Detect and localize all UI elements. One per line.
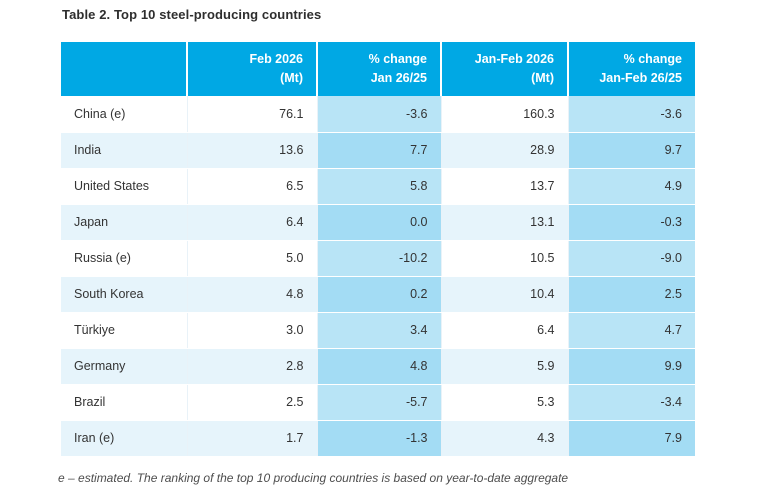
value-cell: 13.1 — [441, 204, 569, 241]
header-line: (Mt) — [280, 71, 303, 85]
value-cell: 6.4 — [187, 204, 318, 241]
header-line: Feb 2026 — [249, 51, 303, 66]
value-cell: -5.7 — [317, 384, 442, 421]
table-row: Iran (e) 1.7 -1.3 4.3 7.9 — [61, 420, 695, 456]
country-cell: United States — [61, 168, 188, 205]
header-line: % change — [623, 51, 682, 66]
value-cell: -3.6 — [317, 96, 442, 133]
value-cell: 1.7 — [187, 420, 318, 456]
value-cell: 4.7 — [568, 312, 695, 349]
header-feb-2026: Feb 2026 (Mt) — [187, 42, 318, 96]
value-cell: 28.9 — [441, 132, 569, 169]
value-cell: 6.4 — [441, 312, 569, 349]
value-cell: 4.8 — [317, 348, 442, 385]
header-line: Jan-Feb 2026 — [474, 51, 554, 66]
value-cell: -3.4 — [568, 384, 695, 421]
value-cell: -10.2 — [317, 240, 442, 277]
value-cell: -1.3 — [317, 420, 442, 456]
value-cell: 2.8 — [187, 348, 318, 385]
header-line: Jan 26/25 — [370, 71, 427, 85]
value-cell: 0.0 — [317, 204, 442, 241]
country-cell: Japan — [61, 204, 188, 241]
header-pct-change-jan: % change Jan 26/25 — [317, 42, 442, 96]
table-row: Brazil 2.5 -5.7 5.3 -3.4 — [61, 384, 695, 421]
value-cell: 9.7 — [568, 132, 695, 169]
table-row: China (e) 76.1 -3.6 160.3 -3.6 — [61, 96, 695, 133]
value-cell: -9.0 — [568, 240, 695, 277]
value-cell: 9.9 — [568, 348, 695, 385]
value-cell: 5.0 — [187, 240, 318, 277]
table-row: Türkiye 3.0 3.4 6.4 4.7 — [61, 312, 695, 349]
value-cell: 2.5 — [568, 276, 695, 313]
value-cell: 3.0 — [187, 312, 318, 349]
table-body: China (e) 76.1 -3.6 160.3 -3.6 India 13.6 7.7 28… — [61, 96, 695, 456]
steel-production-table: Feb 2026 (Mt) % change Jan 26/25 Jan-Feb… — [61, 42, 695, 456]
value-cell: 76.1 — [187, 96, 318, 133]
country-cell: Türkiye — [61, 312, 188, 349]
country-cell: Germany — [61, 348, 188, 385]
value-cell: 4.9 — [568, 168, 695, 205]
table-row: Russia (e) 5.0 -10.2 10.5 -9.0 — [61, 240, 695, 277]
value-cell: 160.3 — [441, 96, 569, 133]
header-country — [61, 42, 188, 96]
table-header: Feb 2026 (Mt) % change Jan 26/25 Jan-Feb… — [61, 42, 695, 96]
value-cell: -3.6 — [568, 96, 695, 133]
value-cell: 6.5 — [187, 168, 318, 205]
table-row: United States 6.5 5.8 13.7 4.9 — [61, 168, 695, 205]
value-cell: 7.7 — [317, 132, 442, 169]
value-cell: 2.5 — [187, 384, 318, 421]
value-cell: -0.3 — [568, 204, 695, 241]
value-cell: 5.8 — [317, 168, 442, 205]
value-cell: 4.8 — [187, 276, 318, 313]
country-cell: South Korea — [61, 276, 188, 313]
country-cell: China (e) — [61, 96, 188, 133]
table-footnote: e – estimated. The ranking of the top 10… — [58, 471, 569, 485]
country-cell: Brazil — [61, 384, 188, 421]
country-cell: Iran (e) — [61, 420, 188, 456]
table-row: Germany 2.8 4.8 5.9 9.9 — [61, 348, 695, 385]
value-cell: 4.3 — [441, 420, 569, 456]
table-row: South Korea 4.8 0.2 10.4 2.5 — [61, 276, 695, 313]
header-pct-change-jan-feb: % change Jan-Feb 26/25 — [568, 42, 695, 96]
value-cell: 3.4 — [317, 312, 442, 349]
table-title: Table 2. Top 10 steel-producing countrie… — [62, 7, 322, 22]
header-row: Feb 2026 (Mt) % change Jan 26/25 Jan-Feb… — [61, 42, 695, 96]
header-line: Jan-Feb 26/25 — [599, 71, 682, 85]
value-cell: 5.3 — [441, 384, 569, 421]
value-cell: 13.6 — [187, 132, 318, 169]
value-cell: 7.9 — [568, 420, 695, 456]
value-cell: 0.2 — [317, 276, 442, 313]
value-cell: 10.4 — [441, 276, 569, 313]
value-cell: 5.9 — [441, 348, 569, 385]
country-cell: Russia (e) — [61, 240, 188, 277]
header-line: % change — [368, 51, 427, 66]
country-cell: India — [61, 132, 188, 169]
value-cell: 10.5 — [441, 240, 569, 277]
table-row: India 13.6 7.7 28.9 9.7 — [61, 132, 695, 169]
value-cell: 13.7 — [441, 168, 569, 205]
header-line: (Mt) — [531, 71, 554, 85]
table-row: Japan 6.4 0.0 13.1 -0.3 — [61, 204, 695, 241]
header-jan-feb-2026: Jan-Feb 2026 (Mt) — [441, 42, 569, 96]
